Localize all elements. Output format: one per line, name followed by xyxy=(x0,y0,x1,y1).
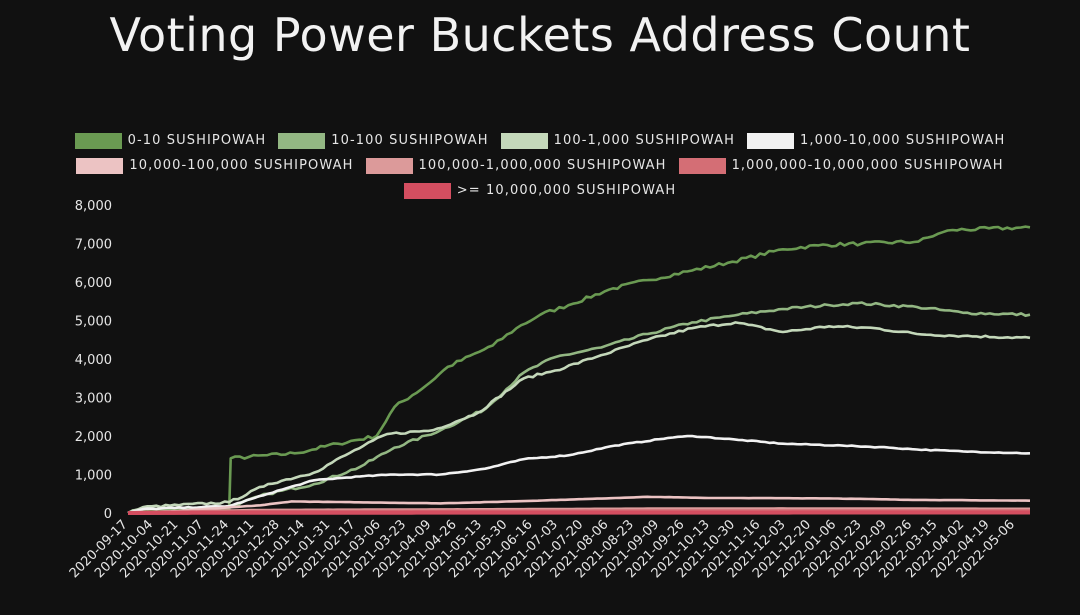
y-tick-label: 4,000 xyxy=(75,353,112,368)
series-line xyxy=(127,301,1031,515)
legend-label: 1,000,000-10,000,000 SUSHIPOWAH xyxy=(731,158,1004,173)
legend-item-1000000-10000000[interactable]: 1,000,000-10,000,000 SUSHIPOWAH xyxy=(678,157,1004,174)
legend-swatch xyxy=(747,132,795,149)
series-line xyxy=(127,495,1031,515)
legend-label: 10,000-100,000 SUSHIPOWAH xyxy=(129,158,354,173)
legend-row: 10,000-100,000 SUSHIPOWAH 100,000-1,000,… xyxy=(0,153,1080,178)
legend-swatch xyxy=(500,132,548,149)
legend-item-10000000-plus[interactable]: >= 10,000,000 SUSHIPOWAH xyxy=(403,182,677,199)
series-line xyxy=(128,225,1031,515)
legend-swatch xyxy=(403,182,451,199)
legend-item-100-1000[interactable]: 100-1,000 SUSHIPOWAH xyxy=(500,132,736,149)
legend-label: >= 10,000,000 SUSHIPOWAH xyxy=(456,183,677,198)
legend-item-100000-1000000[interactable]: 100,000-1,000,000 SUSHIPOWAH xyxy=(365,157,667,174)
y-tick-label: 0 xyxy=(104,507,112,522)
y-tick-label: 2,000 xyxy=(75,430,112,445)
legend-item-10-100[interactable]: 10-100 SUSHIPOWAH xyxy=(278,132,489,149)
legend-label: 10-100 SUSHIPOWAH xyxy=(331,133,489,148)
legend-row: 0-10 SUSHIPOWAH 10-100 SUSHIPOWAH 100-1,… xyxy=(0,128,1080,153)
y-tick-label: 5,000 xyxy=(75,315,112,330)
chart-title: Voting Power Buckets Address Count xyxy=(109,8,971,62)
series-line xyxy=(127,434,1031,515)
series-line xyxy=(128,510,1030,515)
legend-swatch xyxy=(678,157,726,174)
legend-label: 100,000-1,000,000 SUSHIPOWAH xyxy=(418,158,667,173)
y-tick-label: 1,000 xyxy=(75,469,112,484)
legend: 0-10 SUSHIPOWAH 10-100 SUSHIPOWAH 100-1,… xyxy=(0,128,1080,203)
y-tick-label: 8,000 xyxy=(75,199,112,214)
legend-swatch xyxy=(365,157,413,174)
legend-swatch xyxy=(76,157,124,174)
legend-label: 100-1,000 SUSHIPOWAH xyxy=(553,133,736,148)
y-tick-label: 3,000 xyxy=(75,392,112,407)
legend-item-0-10[interactable]: 0-10 SUSHIPOWAH xyxy=(74,132,267,149)
y-tick-label: 6,000 xyxy=(75,276,112,291)
legend-swatch xyxy=(278,132,326,149)
legend-swatch xyxy=(74,132,122,149)
legend-item-10000-100000[interactable]: 10,000-100,000 SUSHIPOWAH xyxy=(76,157,354,174)
y-tick-label: 7,000 xyxy=(75,238,112,253)
series-line xyxy=(127,321,1031,515)
legend-row: >= 10,000,000 SUSHIPOWAH xyxy=(0,178,1080,203)
legend-label: 0-10 SUSHIPOWAH xyxy=(127,133,267,148)
legend-item-1000-10000[interactable]: 1,000-10,000 SUSHIPOWAH xyxy=(747,132,1006,149)
legend-label: 1,000-10,000 SUSHIPOWAH xyxy=(800,133,1006,148)
